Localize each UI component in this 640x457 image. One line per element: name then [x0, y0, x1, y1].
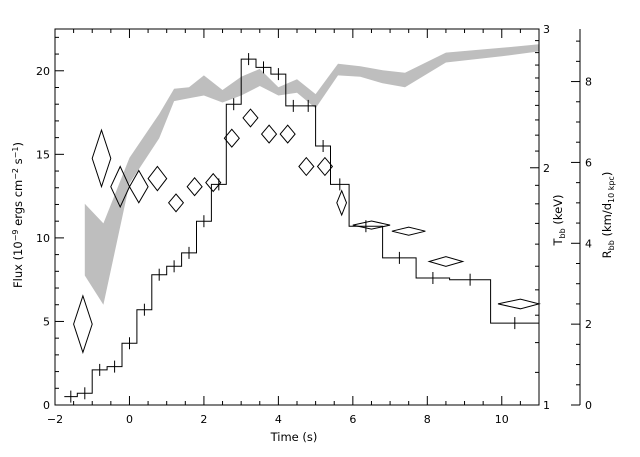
- temperature-axis-title-part: T: [551, 238, 565, 247]
- radius-diamond: [298, 156, 315, 177]
- radius-tick-label: 6: [585, 156, 592, 169]
- flux-tick-label: 20: [36, 65, 50, 78]
- x-tick-label: 4: [275, 413, 282, 426]
- radius-diamond: [91, 128, 112, 189]
- radius-diamond: [279, 124, 296, 144]
- x-tick-label: 0: [126, 413, 133, 426]
- radius-diamond: [205, 172, 222, 193]
- temperature-tick-label: 3: [543, 23, 550, 36]
- flux-tick-label: 0: [43, 399, 50, 412]
- flux-step-curve: [64, 53, 539, 403]
- temperature-tick-label: 1: [543, 399, 550, 412]
- temperature-band-area: [84, 44, 540, 305]
- left-axis-title-part: Flux (10: [11, 241, 25, 288]
- radius-axis-title-part: (km/d: [600, 203, 614, 240]
- left-axis-title-part: −9: [11, 230, 20, 242]
- radius-axis-title-part: ): [600, 172, 614, 177]
- radius-diamond: [352, 220, 391, 230]
- radius-diamond: [497, 298, 541, 310]
- radius-axis-title-part: 10 kpc: [607, 176, 616, 203]
- radius-diamond: [260, 124, 278, 144]
- temperature-tick-label: 2: [543, 162, 550, 175]
- radius-axis-title-part: R: [600, 250, 614, 258]
- temperature-band: [84, 44, 540, 305]
- left-axis-title: Flux (10−9 ergs cm−2 s−1): [11, 142, 25, 288]
- radius-axis-title-part: bb: [607, 240, 616, 250]
- flux-tick-label: 10: [36, 232, 50, 245]
- radius-axis-title: Rbb (km/d10 kpc): [600, 172, 616, 259]
- radius-diamond: [73, 294, 93, 355]
- radius-diamond: [336, 189, 348, 217]
- temperature-axis-title-part: bb: [558, 228, 567, 238]
- x-tick-label: −2: [47, 413, 63, 426]
- radius-tick-label: 8: [585, 76, 592, 89]
- radius-tick-label: 4: [585, 237, 592, 250]
- radius-diamond: [186, 177, 203, 197]
- left-axis-title-part: ergs cm: [11, 180, 25, 230]
- radius-tick-label: 0: [585, 399, 592, 412]
- left-axis-title-part: s: [11, 158, 25, 168]
- flux-step-line: [64, 58, 539, 398]
- flux-tick-label: 15: [36, 148, 50, 161]
- left-axis-title-part: −2: [11, 168, 20, 180]
- temperature-axis-title-part: (keV): [551, 194, 565, 228]
- x-tick-label: 10: [495, 413, 509, 426]
- radius-diamond: [427, 256, 465, 267]
- radius-diamond: [391, 226, 426, 236]
- x-tick-label: 6: [349, 413, 356, 426]
- x-tick-label: 8: [424, 413, 431, 426]
- radius-diamond: [147, 165, 168, 192]
- radius-diamond: [128, 169, 149, 204]
- x-tick-label: 2: [200, 413, 207, 426]
- radius-diamond: [167, 193, 185, 213]
- radius-diamonds: [73, 108, 541, 355]
- radius-diamond: [242, 108, 259, 128]
- temperature-axis-title: Tbb (keV): [551, 194, 567, 246]
- x-axis-title: Time (s): [270, 430, 318, 444]
- radius-tick-label: 2: [585, 318, 592, 331]
- left-axis-title-part: −1: [11, 147, 20, 159]
- left-axis-title-part: ): [11, 142, 25, 147]
- radius-diamond: [316, 156, 334, 177]
- radius-diamond: [223, 128, 240, 148]
- flux-tick-label: 5: [43, 315, 50, 328]
